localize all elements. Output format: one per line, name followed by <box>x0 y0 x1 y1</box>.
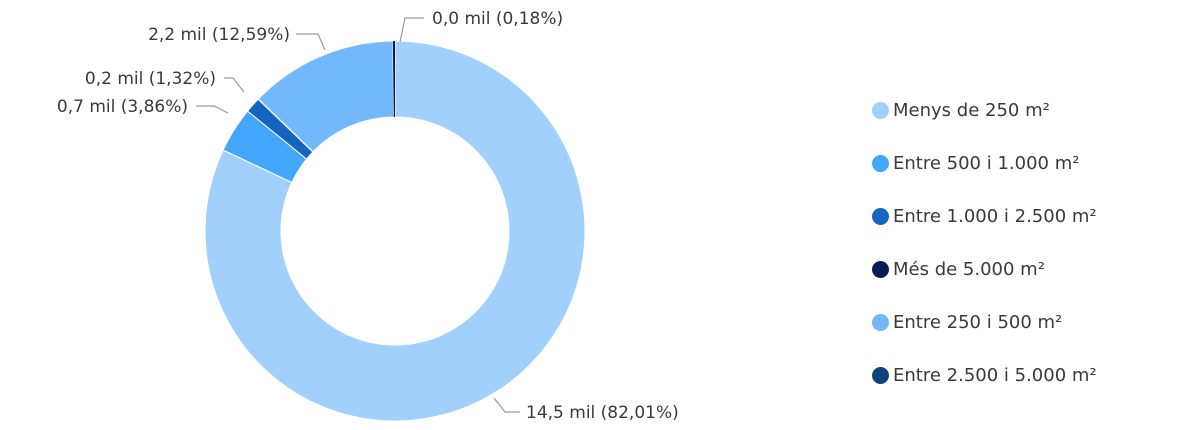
data-label-entre-250-i-500-m: 2,2 mil (12,59%) <box>148 25 290 45</box>
data-label-m-s-de-5-000-m: 0,0 mil (0,18%) <box>432 9 563 29</box>
legend-swatch-icon <box>872 155 889 172</box>
leader-line-m-s-de-5-000-m <box>399 17 424 43</box>
legend-label: Més de 5.000 m² <box>893 259 1045 280</box>
legend-swatch-icon <box>872 208 889 225</box>
legend-item-m-s-de-5-000-m[interactable]: Més de 5.000 m² <box>872 243 1097 296</box>
leader-line-entre-250-i-500-m <box>296 33 326 51</box>
legend-item-entre-1-000-i-2-500-m[interactable]: Entre 1.000 i 2.500 m² <box>872 190 1097 243</box>
data-label-entre-500-i-1-000-m: 0,7 mil (3,86%) <box>57 97 188 117</box>
legend-label: Entre 500 i 1.000 m² <box>893 153 1080 174</box>
slice-m-s-de-5-000-m[interactable] <box>392 41 395 118</box>
slice-entre-250-i-500-m[interactable] <box>257 40 395 153</box>
legend-item-menys-de-250-m[interactable]: Menys de 250 m² <box>872 84 1097 137</box>
chart-legend: Menys de 250 m² Entre 500 i 1.000 m² Entre… <box>872 84 1097 402</box>
leader-line-menys-de-250-m <box>493 397 520 413</box>
legend-label: Entre 250 i 500 m² <box>893 312 1063 333</box>
data-label-menys-de-250-m: 14,5 mil (82,01%) <box>526 403 679 423</box>
legend-label: Entre 2.500 i 5.000 m² <box>893 365 1097 386</box>
legend-swatch-icon <box>872 261 889 278</box>
slice-menys-de-250-m[interactable] <box>204 40 586 422</box>
legend-swatch-icon <box>872 102 889 119</box>
legend-item-entre-250-i-500-m[interactable]: Entre 250 i 500 m² <box>872 296 1097 349</box>
legend-swatch-icon <box>872 367 889 384</box>
legend-label: Entre 1.000 i 2.500 m² <box>893 206 1097 227</box>
leader-line-entre-500-i-1-000-m <box>196 105 229 114</box>
legend-label: Menys de 250 m² <box>893 100 1050 121</box>
legend-item-entre-500-i-1-000-m[interactable]: Entre 500 i 1.000 m² <box>872 137 1097 190</box>
legend-item-entre-2-500-i-5-000-m[interactable]: Entre 2.500 i 5.000 m² <box>872 349 1097 402</box>
legend-swatch-icon <box>872 314 889 331</box>
leader-line-entre-1-000-i-2-500-m <box>224 77 245 93</box>
data-label-entre-1-000-i-2-500-m: 0,2 mil (1,32%) <box>85 69 216 89</box>
